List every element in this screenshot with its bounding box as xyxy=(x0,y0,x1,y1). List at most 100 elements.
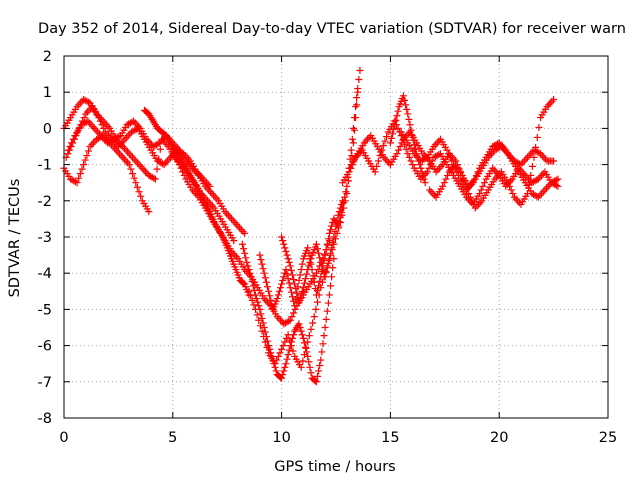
series-sat-i xyxy=(256,66,364,313)
data-point-interp xyxy=(210,191,218,199)
data-point xyxy=(278,233,286,241)
data-point-interp xyxy=(442,175,450,183)
data-point-interp xyxy=(75,174,83,182)
data-point xyxy=(282,266,290,274)
data-point-interp xyxy=(98,133,106,141)
data-point xyxy=(458,171,466,179)
data-point-interp xyxy=(350,126,358,134)
data-point-interp xyxy=(81,156,89,164)
data-point xyxy=(278,280,286,288)
data-point-interp xyxy=(239,228,247,236)
data-point-interp xyxy=(533,133,541,141)
data-point-interp xyxy=(323,264,331,272)
y-tick-label: -6 xyxy=(38,339,52,355)
data-point-interp xyxy=(262,278,270,286)
data-point-interp xyxy=(283,251,291,259)
data-point-interp xyxy=(263,343,271,351)
y-tick-label: -8 xyxy=(38,411,52,427)
data-point-interp xyxy=(332,222,340,230)
data-point-interp xyxy=(259,265,267,273)
data-point-interp xyxy=(277,284,285,292)
data-point-interp xyxy=(305,358,313,366)
y-tick-label: -4 xyxy=(38,266,52,282)
data-point-interp xyxy=(328,244,336,252)
data-point-interp xyxy=(162,159,170,167)
data-point xyxy=(247,273,255,281)
data-point-interp xyxy=(293,289,301,297)
data-point-interp xyxy=(84,98,92,106)
data-point-interp xyxy=(247,292,255,300)
data-points xyxy=(60,66,562,386)
data-point xyxy=(523,153,531,161)
data-point-interp xyxy=(257,256,265,264)
data-point-interp xyxy=(298,260,306,268)
data-point xyxy=(321,324,329,331)
data-point xyxy=(304,266,312,274)
data-point-interp xyxy=(460,176,468,184)
data-point-interp xyxy=(327,282,335,290)
data-point-interp xyxy=(281,338,289,346)
data-point-interp xyxy=(250,286,258,294)
data-point xyxy=(208,190,216,198)
data-point-interp xyxy=(137,192,145,200)
data-point xyxy=(119,153,127,161)
data-point xyxy=(408,132,416,140)
data-point-interp xyxy=(540,153,548,161)
data-point-interp xyxy=(364,135,372,143)
data-point-interp xyxy=(180,171,188,179)
data-point xyxy=(286,316,294,324)
data-point-interp xyxy=(140,166,148,174)
data-point-interp xyxy=(123,133,131,141)
data-point-interp xyxy=(402,101,410,109)
data-point-interp xyxy=(96,117,104,125)
data-point xyxy=(426,186,434,194)
data-point-interp xyxy=(130,155,138,163)
data-point-interp xyxy=(237,226,245,234)
data-point-interp xyxy=(414,153,422,161)
data-point xyxy=(132,157,140,165)
data-point xyxy=(356,66,364,74)
data-point xyxy=(256,251,264,259)
data-point-interp xyxy=(100,124,108,132)
data-point-interp xyxy=(253,311,261,319)
data-point-interp xyxy=(435,137,443,145)
data-point xyxy=(238,240,246,248)
data-point xyxy=(138,164,146,172)
data-point-interp xyxy=(258,260,266,268)
data-point-interp xyxy=(242,254,250,262)
data-point-interp xyxy=(379,142,387,150)
data-point-interp xyxy=(539,188,547,196)
data-point-interp xyxy=(300,339,308,347)
data-point xyxy=(443,146,451,154)
data-point-interp xyxy=(298,287,306,295)
data-point xyxy=(86,143,94,150)
data-point-interp xyxy=(314,298,322,306)
data-point-interp xyxy=(477,186,485,194)
data-point-interp xyxy=(89,139,97,147)
data-point-interp xyxy=(490,166,498,174)
data-point-interp xyxy=(394,124,402,132)
data-point-interp xyxy=(211,193,219,201)
data-point-interp xyxy=(440,179,448,187)
data-point-interp xyxy=(306,363,314,371)
data-point-interp xyxy=(297,291,305,299)
chart-title: Day 352 of 2014, Sidereal Day-to-day VTE… xyxy=(38,21,626,37)
series-sat-j xyxy=(278,197,347,306)
data-point-interp xyxy=(528,162,536,170)
data-point xyxy=(295,298,303,306)
data-point-interp xyxy=(394,107,402,115)
data-point-interp xyxy=(179,168,187,176)
data-point-interp xyxy=(407,157,415,165)
data-point-interp xyxy=(552,181,560,189)
data-point-interp xyxy=(315,249,323,257)
x-tick-label: 5 xyxy=(168,430,177,446)
data-point xyxy=(69,139,77,147)
data-point-interp xyxy=(241,249,249,257)
data-point-interp xyxy=(127,152,135,160)
data-point-interp xyxy=(133,183,141,191)
data-point-interp xyxy=(224,211,232,219)
data-point-interp xyxy=(519,159,527,167)
data-point-interp xyxy=(312,305,320,313)
data-point-interp xyxy=(98,121,106,129)
data-point-interp xyxy=(316,254,324,262)
